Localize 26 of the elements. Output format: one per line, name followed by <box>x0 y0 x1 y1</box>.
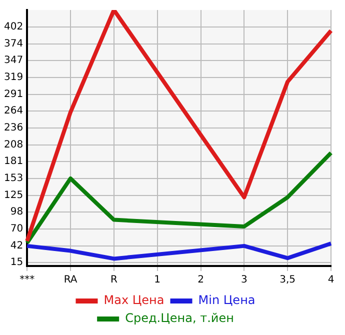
y-tick-label: 98 <box>10 206 24 218</box>
legend-label: Min Цена <box>198 293 256 308</box>
y-tick-label: 153 <box>4 173 24 184</box>
y-tick-label: 402 <box>4 22 24 33</box>
y-tick-label: 181 <box>4 156 24 168</box>
y-tick-label: 319 <box>4 72 24 84</box>
y-tick-label: 374 <box>4 38 24 50</box>
y-tick-label: 125 <box>4 190 24 202</box>
x-tick-label: 2 <box>198 274 204 286</box>
x-tick-label: RA <box>64 274 78 286</box>
y-tick-label: 70 <box>10 224 24 234</box>
x-tick-label: 3,5 <box>280 274 296 286</box>
x-tick-label: 3 <box>240 274 248 286</box>
x-tick-label: *** <box>20 274 35 286</box>
legend-label: Сред.Цена, т.йен <box>125 311 234 326</box>
y-tick-label: 208 <box>4 140 24 151</box>
x-tick-label: 1 <box>154 274 161 286</box>
y-tick-label: 264 <box>4 106 24 117</box>
y-tick-label: 347 <box>4 55 24 66</box>
y-tick-label: 236 <box>4 122 24 134</box>
x-tick-label: 4 <box>328 274 334 286</box>
x-tick-label: R <box>110 274 118 286</box>
legend-label: Max Цена <box>104 293 164 308</box>
y-tick-label: 15 <box>10 256 24 268</box>
y-tick-label: 291 <box>4 89 24 100</box>
y-tick-label: 42 <box>10 240 24 252</box>
